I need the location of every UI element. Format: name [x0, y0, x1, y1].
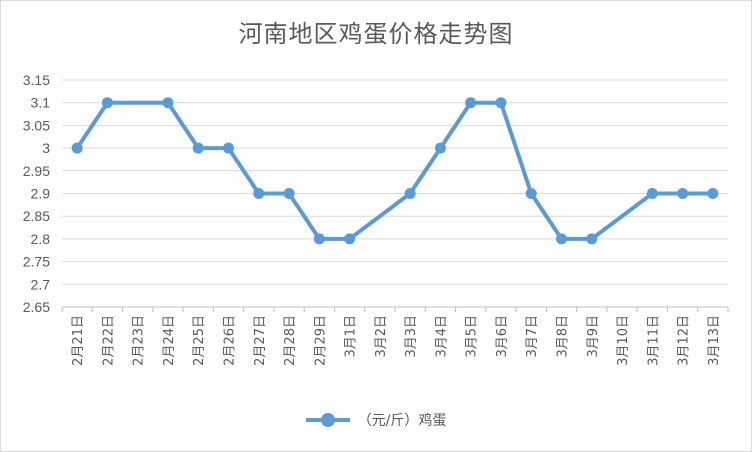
x-tick-label: 3月10日 [616, 315, 631, 366]
data-point [101, 97, 113, 109]
legend-marker [305, 413, 350, 427]
data-point [313, 233, 325, 245]
y-tick-label: 2.75 [23, 254, 50, 270]
x-tick-label: 3月1日 [344, 315, 359, 358]
data-point [677, 188, 689, 199]
data-point [192, 142, 204, 154]
data-point [586, 233, 598, 245]
x-tick-label: 2月23日 [132, 315, 147, 366]
data-point [646, 188, 658, 199]
x-tick-label: 3月5日 [465, 315, 480, 358]
x-tick-label: 3月7日 [525, 315, 540, 358]
y-tick-label: 2.8 [31, 231, 51, 247]
x-axis [61, 306, 729, 312]
y-tick-label: 3.05 [23, 117, 50, 133]
legend-label: （元/斤）鸡蛋 [357, 413, 447, 429]
x-tick-label: 2月29日 [313, 315, 328, 366]
data-point [253, 188, 265, 199]
y-tick-label: 3 [42, 140, 50, 156]
x-tick-label: 3月3日 [404, 315, 419, 358]
y-tick-label: 2.65 [23, 299, 50, 315]
y-tick-label: 2.7 [31, 276, 51, 292]
x-tick-label: 3月2日 [374, 315, 389, 358]
data-point [71, 142, 83, 154]
y-tick-label: 3.15 [23, 72, 50, 88]
y-axis-ticks: 3.15 3.1 3.05 3 2.95 2.9 2.85 2.8 2.75 2.7 2.65 [23, 72, 50, 315]
series-egg-price [71, 97, 719, 245]
data-point [525, 188, 537, 199]
x-tick-label: 2月22日 [101, 315, 116, 366]
x-tick-label: 3月4日 [434, 315, 449, 358]
x-tick-label: 2月21日 [71, 315, 86, 366]
x-tick-label: 2月27日 [253, 315, 268, 366]
y-tick-label: 2.85 [23, 208, 50, 224]
x-tick-label: 3月12日 [677, 315, 692, 366]
y-tick-label: 3.1 [31, 95, 51, 111]
data-point [162, 97, 174, 109]
chart-title: 河南地区鸡蛋价格走势图 [238, 20, 514, 48]
x-tick-label: 2月24日 [162, 315, 177, 366]
x-tick-label: 2月26日 [223, 315, 238, 366]
data-point [223, 142, 234, 154]
data-point [556, 233, 567, 245]
x-tick-label: 3月13日 [707, 315, 722, 366]
x-tick-label: 3月9日 [586, 315, 601, 358]
y-tick-label: 2.95 [23, 163, 50, 179]
legend: （元/斤）鸡蛋 [0, 408, 752, 432]
data-point [404, 188, 416, 199]
data-point [465, 97, 477, 109]
x-tick-label: 3月8日 [556, 315, 571, 358]
data-point [344, 233, 356, 245]
data-point [434, 142, 446, 154]
x-axis-ticks: 2月21日 2月22日 2月23日 2月24日 2月25日 2月26日 2月27日 2月28日… [71, 315, 722, 366]
y-tick-label: 2.9 [31, 186, 51, 202]
data-point [707, 188, 719, 199]
x-tick-label: 2月28日 [283, 315, 298, 366]
data-point [283, 188, 295, 199]
gridlines [62, 79, 728, 308]
data-point [495, 97, 507, 109]
x-tick-label: 3月6日 [495, 315, 510, 358]
x-tick-label: 3月11日 [646, 315, 661, 366]
x-tick-label: 2月25日 [192, 315, 207, 366]
